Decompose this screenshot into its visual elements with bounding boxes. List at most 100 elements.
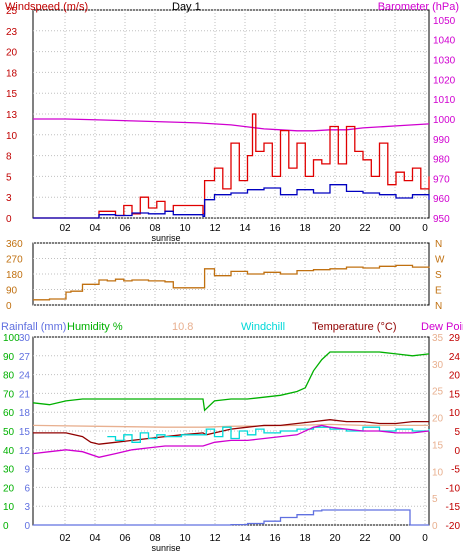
barometer-tick: 1030 xyxy=(433,56,456,67)
dewpoint-tick: 10 xyxy=(449,408,461,419)
rainfall-tick: 6 xyxy=(24,483,30,494)
windspeed-tick: 23 xyxy=(6,27,18,38)
humidity-tick: 30 xyxy=(3,465,15,476)
temperature-panel-series xyxy=(32,351,430,526)
temperature-tick: 25 xyxy=(432,387,444,398)
dewpoint-tick: 0 xyxy=(454,446,460,457)
windspeed-tick: 15 xyxy=(6,89,18,100)
wind-x-tick: 0 xyxy=(422,223,428,234)
rainfall-tick: 24 xyxy=(19,371,31,382)
windspeed-tick: 3 xyxy=(6,193,12,204)
wind-x-tick: 14 xyxy=(239,223,251,234)
temperature-tick: 20 xyxy=(432,414,444,425)
dewpoint-tick: 29 xyxy=(449,333,461,344)
rainfall-tick: 3 xyxy=(24,502,30,513)
windspeed-tick: 10 xyxy=(6,131,18,142)
barometer-axis-label: Barometer (hPa) xyxy=(378,1,459,13)
barometer-tick: 1010 xyxy=(433,95,456,106)
humidity-line xyxy=(32,351,430,412)
humidity-tick: 40 xyxy=(3,446,15,457)
rainfall-tick: 0 xyxy=(24,521,30,532)
wind-x-tick: 00 xyxy=(389,223,401,234)
temperature-axis-label: Temperature (°C) xyxy=(312,321,396,333)
direction-compass-tick: N xyxy=(435,239,442,250)
direction-degree-tick: 180 xyxy=(6,270,23,281)
rainfall-tick: 15 xyxy=(19,427,31,438)
barometer-tick: 1050 xyxy=(433,16,456,27)
direction-degree-tick: 0 xyxy=(6,301,12,312)
humidity-tick: 50 xyxy=(3,427,15,438)
humidity-tick: 70 xyxy=(3,389,15,400)
rainfall-axis-label: Rainfall (mm) xyxy=(1,321,66,333)
temperature-x-tick: 06 xyxy=(119,533,131,544)
dewpoint-tick: -20 xyxy=(446,521,461,532)
rainfall-tick: 18 xyxy=(19,408,31,419)
rainfall-line xyxy=(33,509,429,526)
wind-average-line xyxy=(33,184,430,219)
barometer-tick: 990 xyxy=(433,135,450,146)
temperature-x-tick: 12 xyxy=(209,533,221,544)
wind-x-tick: 22 xyxy=(359,223,371,234)
value-line xyxy=(32,423,429,428)
temperature-tick: 15 xyxy=(432,440,444,451)
wind-x-tick: 04 xyxy=(89,223,101,234)
temperature-panel: 0102030405060708090100036912151821242730… xyxy=(1,321,463,553)
sunrise-label-bottom: sunrise xyxy=(151,543,180,553)
wind-x-tick: 02 xyxy=(59,223,71,234)
temperature-x-tick: 14 xyxy=(239,533,251,544)
value-label: 10.8 xyxy=(172,321,193,333)
windspeed-tick: 5 xyxy=(6,172,12,183)
dewpoint-tick: 5 xyxy=(454,427,460,438)
rainfall-tick: 27 xyxy=(19,352,31,363)
temperature-tick: 5 xyxy=(432,494,438,505)
direction-compass-tick: W xyxy=(435,255,445,266)
barometer-tick: 970 xyxy=(433,174,450,185)
windspeed-tick: 20 xyxy=(6,48,18,59)
barometer-tick: 980 xyxy=(433,155,450,166)
wind-x-tick: 18 xyxy=(299,223,311,234)
wind-pressure-panel: 0358101315182023259509609709809901000101… xyxy=(5,1,459,243)
temperature-x-tick: 02 xyxy=(59,533,71,544)
humidity-tick: 20 xyxy=(3,483,15,494)
temperature-tick: 35 xyxy=(432,333,444,344)
direction-compass-tick: S xyxy=(435,270,442,281)
barometer-tick: 1000 xyxy=(433,115,456,126)
humidity-tick: 10 xyxy=(3,502,15,513)
temperature-x-tick: 0 xyxy=(422,533,428,544)
rainfall-tick: 30 xyxy=(19,333,31,344)
wind-panel-tick-labels: 0358101315182023259509609709809901000101… xyxy=(6,6,456,234)
sunrise-label: sunrise xyxy=(151,233,180,243)
direction-panel-series xyxy=(33,264,430,301)
humidity-tick: 0 xyxy=(3,521,9,532)
rainfall-tick: 12 xyxy=(19,446,31,457)
wind-x-tick: 16 xyxy=(269,223,281,234)
humidity-tick: 80 xyxy=(3,371,15,382)
wind-direction-line xyxy=(33,264,430,301)
temperature-x-tick: 08 xyxy=(149,533,161,544)
windchill-label: Windchill xyxy=(241,321,285,333)
wind-x-tick: 20 xyxy=(329,223,341,234)
windspeed-tick: 13 xyxy=(6,110,18,121)
day-title: Day 1 xyxy=(172,1,201,13)
dewpoint-axis-label: Dew Point xyxy=(421,321,463,333)
barometer-tick: 1020 xyxy=(433,75,456,86)
barometer-tick: 1040 xyxy=(433,36,456,47)
humidity-tick: 100 xyxy=(3,333,20,344)
barometer-tick: 960 xyxy=(433,194,450,205)
wind-x-tick: 10 xyxy=(179,223,191,234)
direction-panel-grid xyxy=(33,242,429,306)
temperature-x-tick: 20 xyxy=(329,533,341,544)
dewpoint-tick: 24 xyxy=(449,352,461,363)
direction-compass-tick: E xyxy=(435,286,442,297)
humidity-tick: 90 xyxy=(3,352,15,363)
temperature-x-tick: 22 xyxy=(359,533,371,544)
wind-panel-series xyxy=(33,113,430,219)
temperature-x-tick: 18 xyxy=(299,533,311,544)
rainfall-tick: 21 xyxy=(19,389,31,400)
dewpoint-tick: -10 xyxy=(446,483,461,494)
temperature-x-tick: 16 xyxy=(269,533,281,544)
temperature-tick: 30 xyxy=(432,360,444,371)
dewpoint-tick: -5 xyxy=(451,465,460,476)
